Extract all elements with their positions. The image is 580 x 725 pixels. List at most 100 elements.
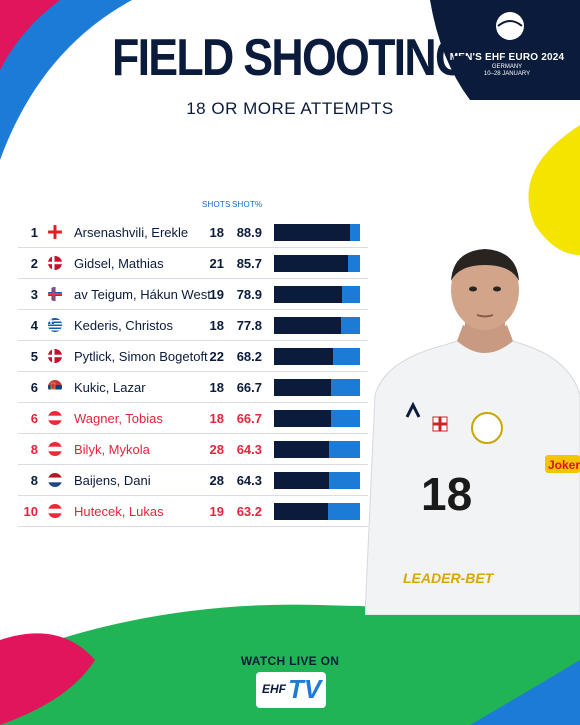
- faroe-islands-flag: [48, 287, 62, 301]
- table-row: 10 Hutecek, Lukas 19 63.2: [18, 496, 368, 527]
- shots-value: 19: [209, 504, 224, 519]
- table-row: 5 Pytlick, Simon Bogetoft 22 68.2: [18, 341, 368, 372]
- shot-pct-bar: [274, 472, 360, 489]
- shot-pct-bar-fill: [274, 472, 329, 489]
- pct-column-header: SHOT%: [232, 200, 263, 209]
- austria-flag: [48, 411, 62, 425]
- player-name: Hutecek, Lukas: [74, 504, 164, 519]
- shot-pct-value: 64.3: [236, 473, 262, 488]
- rank: 1: [30, 225, 38, 240]
- rank: 8: [30, 442, 38, 457]
- rank: 8: [30, 473, 38, 488]
- shot-pct-value: 78.9: [236, 287, 262, 302]
- shot-pct-bar-fill: [274, 224, 350, 241]
- player-name: Gidsel, Mathias: [74, 256, 164, 271]
- shot-pct-value: 77.8: [236, 318, 262, 333]
- table-row: 4 Kederis, Christos 18 77.8: [18, 310, 368, 341]
- shots-value: 18: [209, 380, 224, 395]
- rank: 3: [30, 287, 38, 302]
- shot-pct-bar: [274, 286, 360, 303]
- shots-value: 28: [209, 473, 224, 488]
- shots-value: 21: [209, 256, 224, 271]
- shot-pct-bar-fill: [274, 410, 331, 427]
- pink-corner-shape: [0, 0, 60, 70]
- watch-live-label: WATCH LIVE ON: [240, 654, 340, 668]
- table-row: 1 Arsenashvili, Erekle 18 88.9: [18, 217, 368, 248]
- ehf-tv-logo-ehf: EHF: [262, 682, 286, 696]
- greece-flag: [48, 318, 62, 332]
- shots-value: 19: [209, 287, 224, 302]
- rank: 5: [30, 349, 38, 364]
- player-name: Kederis, Christos: [74, 318, 173, 333]
- austria-flag: [48, 504, 62, 518]
- shot-pct-value: 66.7: [236, 380, 262, 395]
- player-name: Wagner, Tobias: [74, 411, 163, 426]
- austria-flag: [48, 442, 62, 456]
- rank: 6: [30, 380, 38, 395]
- federation-logo-icon: [471, 412, 503, 444]
- event-title: MEN'S EHF EURO 2024: [449, 52, 565, 63]
- rank: 6: [30, 411, 38, 426]
- denmark-flag: [48, 256, 62, 270]
- rank: 4: [30, 318, 38, 333]
- shot-pct-bar: [274, 441, 360, 458]
- leaderboard-table: 1 Arsenashvili, Erekle 18 88.9 2 Gidsel, Math…: [18, 217, 368, 527]
- table-row: 8 Bilyk, Mykola 28 64.3: [18, 434, 368, 465]
- shot-pct-value: 63.2: [236, 504, 262, 519]
- table-row: 2 Gidsel, Mathias 21 85.7: [18, 248, 368, 279]
- shot-pct-value: 66.7: [236, 411, 262, 426]
- shot-pct-bar: [274, 255, 360, 272]
- player-name: Arsenashvili, Erekle: [74, 225, 189, 240]
- table-row: 3 av Teigum, Hákun West 19 78.9: [18, 279, 368, 310]
- denmark-flag: [48, 349, 62, 363]
- shot-pct-bar: [274, 317, 360, 334]
- blue-bottom-shape: [470, 660, 580, 725]
- player-name: Pytlick, Simon Bogetoft: [74, 349, 208, 364]
- shot-pct-bar-fill: [274, 348, 333, 365]
- ehf-tv-logo-tv: TV: [288, 674, 322, 704]
- shot-pct-bar-fill: [274, 441, 329, 458]
- shot-pct-value: 68.2: [236, 349, 262, 364]
- page-title: FIELD SHOOTING: [111, 29, 470, 87]
- shot-pct-bar: [274, 348, 360, 365]
- jersey-patch: [545, 455, 580, 473]
- rank: 2: [30, 256, 38, 271]
- shot-pct-value: 88.9: [236, 225, 262, 240]
- pink-bottom-shape: [0, 633, 95, 725]
- shot-pct-value: 64.3: [236, 442, 262, 457]
- player-name: av Teigum, Hákun West: [74, 287, 211, 302]
- event-badge: [430, 0, 580, 100]
- shots-value: 28: [209, 442, 224, 457]
- green-bottom-shape: [0, 600, 580, 725]
- macron-logo-icon: [405, 401, 421, 418]
- page-subtitle: 18 OR MORE ATTEMPTS: [186, 99, 394, 118]
- rank: 10: [23, 504, 38, 519]
- shots-column-header: SHOTS: [202, 200, 231, 209]
- table-row: 8 Baijens, Dani 28 64.3: [18, 465, 368, 496]
- shot-pct-bar: [274, 379, 360, 396]
- yellow-side-shape: [528, 125, 580, 255]
- table-row: 6 Kukic, Lazar 18 66.7: [18, 372, 368, 403]
- ehf-tv-logo[interactable]: EHF TV: [256, 672, 326, 708]
- player-name: Kukic, Lazar: [74, 380, 146, 395]
- shots-value: 18: [209, 318, 224, 333]
- shot-pct-bar-fill: [274, 503, 328, 520]
- netherlands-flag: [48, 473, 62, 487]
- jersey-sponsor: LEADER-BET: [403, 570, 495, 586]
- player-name: Bilyk, Mykola: [74, 442, 150, 457]
- shot-pct-bar-fill: [274, 379, 331, 396]
- ehf-ball-icon: [496, 12, 524, 40]
- player-photo: 18 LEADER-BET Joker: [365, 249, 580, 615]
- jersey-number: 18: [421, 468, 472, 520]
- player-name: Baijens, Dani: [74, 473, 151, 488]
- shots-value: 18: [209, 411, 224, 426]
- shot-pct-value: 85.7: [236, 256, 262, 271]
- shot-pct-bar-fill: [274, 286, 342, 303]
- georgia-flag: [48, 225, 62, 239]
- event-dates: GERMANY 10–28 JANUARY: [483, 64, 531, 77]
- shot-pct-bar: [274, 410, 360, 427]
- shots-value: 18: [209, 225, 224, 240]
- shot-pct-bar: [274, 503, 360, 520]
